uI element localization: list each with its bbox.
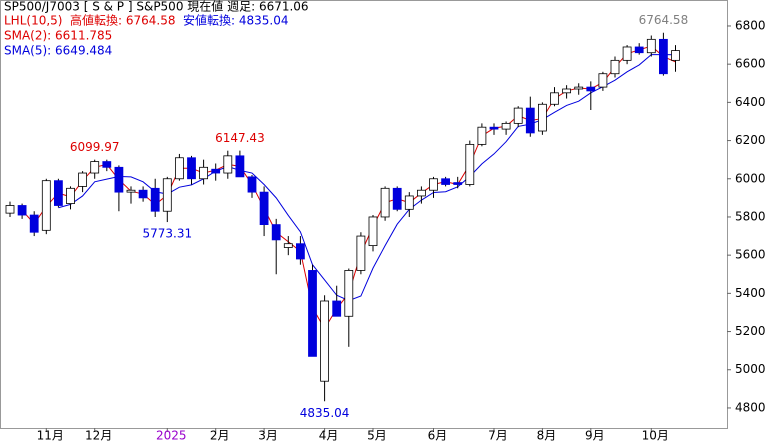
candle-body [416, 189, 426, 197]
candle-body [344, 270, 354, 317]
y-tick-label: 6800 [735, 18, 766, 32]
y-tick-label: 6200 [735, 133, 766, 147]
candle-body [501, 122, 511, 130]
annotation: 4835.04 [300, 406, 350, 420]
x-tick-label: 5月 [367, 429, 387, 443]
candle-body [295, 243, 305, 260]
candle-body [332, 300, 342, 317]
candle-body [368, 216, 378, 247]
lhl-high: 高値転換: 6764.58 [70, 13, 175, 28]
annotation: 6147.43 [215, 131, 265, 145]
candle-body [404, 195, 414, 210]
x-tick-label: 10月 [642, 429, 669, 443]
x-tick-label: 2025 [156, 429, 187, 443]
candle-body [174, 157, 184, 180]
y-tick-label: 5400 [735, 286, 766, 300]
candle-body [610, 59, 620, 75]
candle-body [441, 178, 451, 185]
candle-body [646, 38, 656, 54]
candle-body [429, 178, 438, 191]
candle-body [525, 107, 535, 134]
candle-body [550, 92, 559, 105]
candle-body [78, 172, 87, 187]
x-tick-label: 7月 [488, 429, 508, 443]
candle-body [54, 180, 63, 206]
x-tick-label: 9月 [585, 429, 605, 443]
candle-body [453, 182, 463, 185]
candle-body [235, 155, 245, 178]
candle-body [162, 178, 172, 212]
legend-sma2: SMA(2): 6611.785 [4, 29, 112, 43]
y-tick-label: 6400 [735, 95, 766, 109]
annotation: 6099.97 [70, 140, 120, 154]
candle-body [671, 50, 680, 61]
candle-body [622, 46, 632, 61]
sma-line [58, 54, 676, 302]
candle-body [90, 161, 100, 174]
candle-body [586, 86, 596, 92]
candle-body [126, 189, 136, 193]
x-tick-label: 4月 [319, 429, 339, 443]
candle-body [598, 73, 608, 88]
candle-body [380, 187, 390, 218]
candle-body [283, 243, 293, 248]
candle-body [66, 187, 75, 204]
annotation: 5773.31 [142, 227, 192, 241]
candle-body [187, 157, 196, 180]
y-tick-label: 5600 [735, 248, 766, 262]
legend-sma5: SMA(5): 6649.484 [4, 44, 112, 58]
candle-body [150, 187, 160, 212]
candle-body [320, 300, 330, 382]
candle-body [562, 88, 571, 94]
header: SP500/J7003 [ S & P ] S&P500 現在値 週足: 667… [4, 0, 309, 14]
candle-body [392, 187, 402, 210]
candle-body [102, 161, 112, 168]
annotation: 6764.58 [639, 13, 689, 27]
y-tick-label: 6000 [735, 171, 766, 185]
x-tick-label: 11月 [37, 429, 64, 443]
candle-body [247, 176, 257, 193]
plot-frame [0, 0, 728, 429]
candle-body [138, 189, 148, 199]
candle-body [41, 180, 51, 231]
candle-body [29, 214, 39, 233]
x-tick-label: 3月 [258, 429, 278, 443]
candle-body [489, 126, 499, 130]
candle-body [17, 205, 27, 216]
lhl-name: LHL(10,5) [4, 14, 62, 28]
candle-body [477, 126, 487, 145]
candle-body [114, 166, 124, 193]
x-tick-label: 6月 [428, 429, 448, 443]
candle-body [574, 86, 584, 90]
y-tick-label: 5800 [735, 209, 766, 223]
candle-body [199, 166, 209, 180]
candle-body [538, 103, 547, 132]
candle-body [356, 235, 366, 271]
candle-body [259, 191, 269, 225]
x-tick-label: 8月 [537, 429, 557, 443]
candle-body [513, 107, 523, 124]
x-tick-label: 12月 [85, 429, 112, 443]
y-tick-label: 5200 [735, 324, 766, 338]
candle-body [308, 270, 317, 357]
y-tick-label: 6600 [735, 57, 766, 71]
candle-body [5, 205, 15, 214]
y-tick-label: 4800 [735, 400, 766, 414]
y-tick-label: 5000 [735, 362, 766, 376]
candle-body [211, 168, 221, 174]
candle-body [271, 224, 281, 241]
x-tick-label: 2月 [210, 429, 230, 443]
candle-body [223, 155, 233, 174]
candle-body [659, 38, 668, 75]
candle-body [634, 46, 644, 54]
candle-body [465, 143, 475, 185]
lhl-low: 安値転換: 4835.04 [183, 13, 288, 28]
